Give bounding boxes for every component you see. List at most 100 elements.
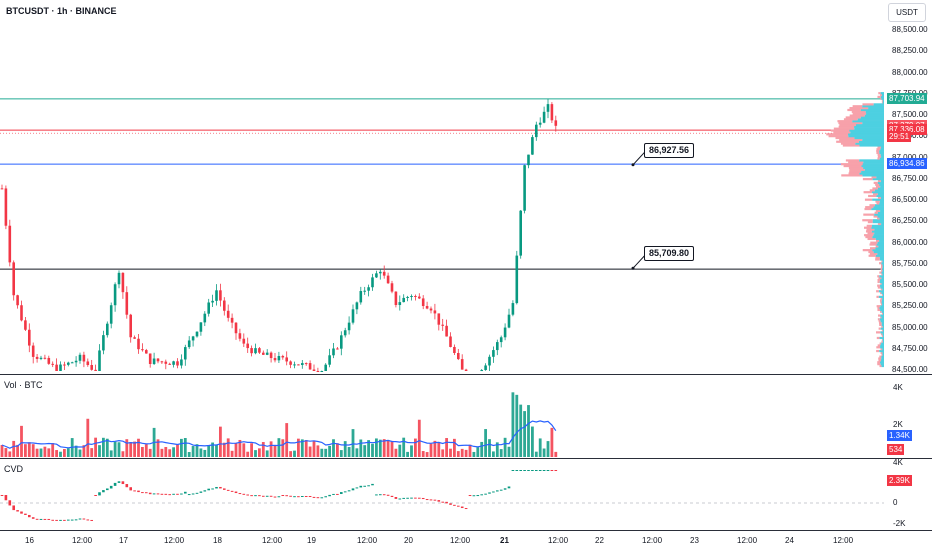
callout-dot <box>631 163 635 167</box>
profile-bar-up <box>881 355 884 358</box>
candle-body <box>437 313 441 325</box>
cvd-bar <box>336 493 339 495</box>
time-axis-label: 12:00 <box>642 536 663 545</box>
candle-body <box>242 338 246 344</box>
cvd-pane-title: CVD <box>4 464 24 474</box>
profile-bar-up <box>872 249 884 252</box>
candle-body <box>141 349 144 351</box>
candle-body <box>546 104 550 112</box>
volume-bar <box>207 445 211 457</box>
candle-body <box>511 303 515 315</box>
candle-body <box>324 364 327 371</box>
cvd-bar <box>460 506 464 509</box>
profile-bar-up <box>855 142 884 145</box>
profile-bar-down <box>877 217 880 220</box>
profile-bar-down <box>828 135 849 138</box>
candle-body <box>281 355 285 358</box>
cvd-bar <box>340 492 343 494</box>
profile-bar-up <box>880 363 884 366</box>
profile-bar-down <box>881 265 883 269</box>
volume-bar <box>63 449 66 457</box>
candle-body <box>187 340 191 348</box>
cvd-bar <box>90 519 93 521</box>
time-axis-label: 20 <box>404 536 413 545</box>
volume-bar <box>511 392 515 457</box>
profile-bar-down <box>849 168 865 171</box>
profile-bar-down <box>877 155 882 158</box>
cvd-bar <box>133 490 136 492</box>
profile-bar-down <box>881 269 883 272</box>
cvd-bar <box>43 518 47 520</box>
cvd-bar <box>285 495 288 497</box>
volume-bar <box>273 444 277 457</box>
profile-bar-up <box>880 305 884 308</box>
pane-separator[interactable] <box>0 374 932 375</box>
candle-body <box>410 296 413 298</box>
cvd-bar <box>226 489 230 491</box>
profile-bar-up <box>871 224 884 227</box>
volume-bar <box>94 437 97 457</box>
volume-bar <box>386 440 390 457</box>
volume-bar <box>125 439 129 457</box>
profile-bar-down <box>880 93 882 97</box>
profile-bar-up <box>868 107 884 110</box>
profile-bar-up <box>878 295 884 298</box>
cvd-bar <box>343 491 347 493</box>
price-callout: 86,927.56 <box>644 142 695 158</box>
candle-body <box>211 300 214 303</box>
profile-bar-down <box>875 245 879 248</box>
profile-bar-down <box>881 335 884 338</box>
cvd-bar <box>12 505 15 511</box>
volume-bar <box>456 451 460 457</box>
cvd-bar <box>363 485 366 487</box>
profile-bar-up <box>881 282 884 285</box>
candle-body <box>78 354 82 361</box>
profile-bar-up <box>882 297 884 300</box>
cvd-bar <box>172 493 175 495</box>
profile-bar-down <box>849 107 869 110</box>
profile-bar-down <box>876 295 879 298</box>
profile-bar-down <box>880 97 882 100</box>
candle-body <box>223 300 226 311</box>
volume-bar <box>160 448 164 457</box>
symbol-title: BTCUSDT · 1h · BINANCE <box>6 6 117 16</box>
cvd-bar <box>82 518 86 520</box>
pane-separator[interactable] <box>0 458 932 459</box>
volume-bar <box>464 449 468 457</box>
cvd-bar <box>515 470 519 471</box>
volume-bar <box>300 439 304 457</box>
volume-bar <box>324 448 328 457</box>
profile-bar-down <box>867 232 875 235</box>
price-callout: 85,709.80 <box>644 246 695 262</box>
profile-bar-down <box>876 346 881 349</box>
candle-body <box>449 336 452 347</box>
volume-bar <box>293 450 296 457</box>
profile-bar-down <box>866 228 875 231</box>
candle-body <box>340 335 343 349</box>
profile-bar-down <box>880 333 883 336</box>
volume-bar <box>312 440 316 457</box>
volume-bar <box>375 438 378 457</box>
candle-body <box>59 364 62 371</box>
profile-bar-up <box>882 351 884 355</box>
currency-button[interactable]: USDT <box>888 3 926 22</box>
candle-body <box>43 357 47 359</box>
profile-bar-up <box>860 116 884 119</box>
volume-bar <box>20 425 23 457</box>
cvd-bar <box>152 493 156 495</box>
profile-bar-up <box>879 336 884 340</box>
cvd-bar <box>527 470 530 471</box>
cvd-bar <box>121 481 125 485</box>
cvd-bar <box>332 493 335 495</box>
candle-body <box>297 364 300 366</box>
profile-bar-up <box>874 189 884 192</box>
profile-bar-up <box>882 303 884 306</box>
pane-separator[interactable] <box>0 530 932 531</box>
profile-bar-up <box>857 118 884 121</box>
volume-bar <box>86 418 90 457</box>
cvd-bar <box>464 508 468 510</box>
candle-body <box>273 358 277 361</box>
volume-bar <box>74 445 78 457</box>
